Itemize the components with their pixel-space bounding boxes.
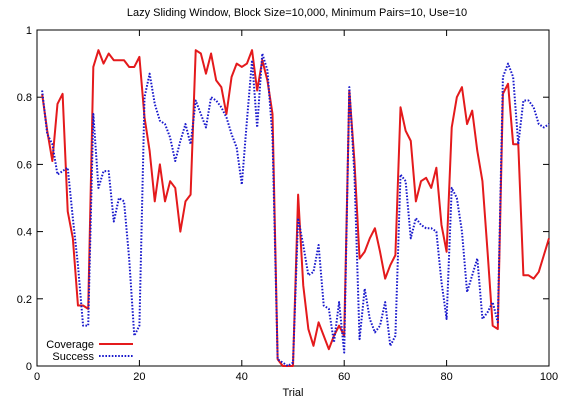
y-axis: 0 0.2 0.4 0.6 0.8 1 bbox=[17, 25, 549, 373]
chart-title: Lazy Sliding Window, Block Size=10,000, … bbox=[127, 7, 467, 19]
series-line-success bbox=[41, 52, 550, 367]
y-tick-label: 0.6 bbox=[17, 159, 32, 171]
x-axis-title: Trial bbox=[283, 387, 304, 399]
x-tick-label: 60 bbox=[338, 371, 350, 383]
legend-label-success: Success bbox=[52, 351, 94, 363]
plot-border bbox=[36, 29, 550, 367]
x-tick-label: 40 bbox=[236, 371, 248, 383]
y-tick-label: 0 bbox=[26, 361, 32, 373]
x-tick-label: 20 bbox=[133, 371, 145, 383]
x-tick-label: 80 bbox=[440, 371, 452, 383]
series-lines bbox=[41, 49, 550, 367]
y-tick-label: 0.2 bbox=[17, 294, 32, 306]
y-tick-label: 1 bbox=[26, 25, 32, 37]
x-tick-label: 100 bbox=[540, 371, 558, 383]
plot-area bbox=[36, 29, 550, 367]
x-tick-label: 0 bbox=[34, 371, 40, 383]
legend-label-coverage: Coverage bbox=[46, 339, 94, 351]
x-axis: 0 20 40 60 80 100 bbox=[34, 30, 558, 383]
y-tick-label: 0.4 bbox=[17, 227, 32, 239]
y-tick-label: 0.8 bbox=[17, 92, 32, 104]
